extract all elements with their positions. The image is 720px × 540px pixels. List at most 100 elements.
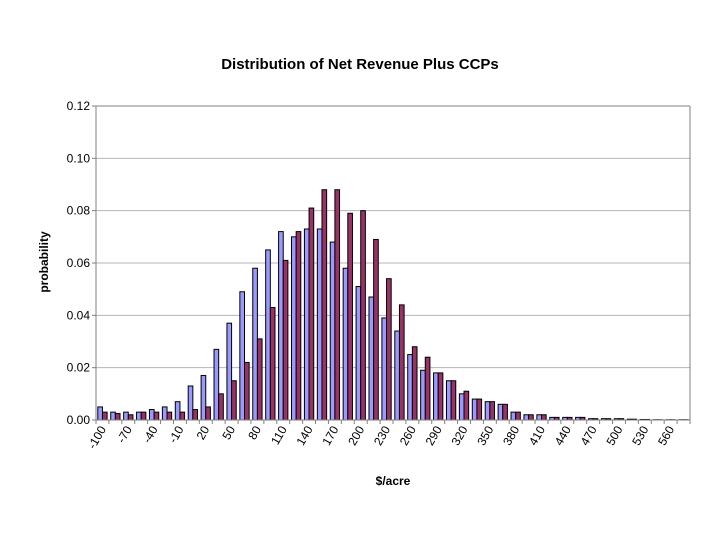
- bar-series1: [381, 317, 388, 421]
- bar-series1: [536, 414, 542, 421]
- bar-series1: [239, 291, 246, 421]
- bar-series2: [256, 338, 263, 421]
- y-tick-label: 0.00: [67, 413, 91, 427]
- x-axis-title: $/acre: [376, 474, 411, 488]
- bar-series2: [321, 189, 328, 421]
- bar-series2: [463, 390, 470, 421]
- bar-series1: [187, 385, 194, 421]
- bar-series1: [110, 411, 116, 421]
- x-tick-labels: -100 -70 -40 -10 20 50 80 110 140 170 200 230 260 290…: [85, 423, 677, 451]
- bars: [97, 189, 689, 421]
- bar-series1: [161, 406, 168, 421]
- bar-series1: [510, 411, 517, 421]
- bar-series2: [424, 356, 431, 421]
- bar-series2: [541, 414, 547, 421]
- x-tick-label: 200: [345, 423, 367, 448]
- bar-series1: [265, 249, 271, 421]
- x-tick-label: -100: [85, 423, 109, 451]
- bar-series2: [411, 346, 418, 421]
- bar-series1: [329, 241, 336, 421]
- bar-series1: [368, 296, 375, 421]
- bar-series2: [192, 409, 199, 421]
- bar-series2: [515, 411, 521, 421]
- bar-series2: [101, 411, 108, 421]
- x-tick-label: 50: [219, 423, 238, 442]
- x-tick-label: 170: [319, 423, 341, 448]
- bar-series1: [458, 393, 465, 421]
- bar-series1: [316, 228, 323, 421]
- bar-series2: [360, 210, 366, 421]
- bar-series1: [471, 398, 478, 421]
- x-tick-label: 440: [552, 423, 574, 448]
- bar-series2: [347, 212, 353, 421]
- bar-series1: [303, 228, 310, 421]
- bar-series2: [231, 380, 237, 421]
- x-tick-label: 380: [500, 423, 522, 448]
- bar-series1: [394, 330, 400, 421]
- bar-series1: [291, 236, 297, 421]
- x-tick-label: 410: [526, 423, 548, 448]
- bar-series2: [386, 278, 392, 421]
- y-tick-labels: 0.00 0.02 0.04 0.06 0.08 0.10 0.12: [67, 99, 91, 427]
- x-tick-label: 110: [268, 423, 290, 447]
- bar-series2: [502, 403, 508, 421]
- bar-series1: [433, 372, 439, 421]
- y-tick-label: 0.06: [67, 256, 91, 270]
- y-tick-label: 0.10: [67, 151, 91, 165]
- bar-series2: [437, 372, 444, 421]
- bar-series1: [174, 401, 181, 421]
- x-tick-label: 230: [371, 423, 393, 448]
- bar-series1: [484, 401, 491, 421]
- bar-series1: [97, 406, 103, 421]
- bar-series1: [226, 322, 233, 421]
- bar-series1: [342, 267, 349, 421]
- bar-series2: [398, 304, 405, 421]
- bar-series2: [179, 411, 186, 421]
- y-tick-label: 0.02: [67, 361, 91, 375]
- bar-series1: [200, 375, 207, 421]
- bar-series2: [114, 412, 121, 421]
- y-tick-label: 0.04: [67, 308, 91, 322]
- x-tick-label: -10: [166, 423, 187, 445]
- axes: [92, 105, 691, 424]
- bar-series2: [153, 411, 160, 421]
- bar-series2: [205, 406, 211, 421]
- x-tick-label: 140: [294, 423, 316, 448]
- x-tick-label: 530: [629, 423, 651, 448]
- bar-series1: [123, 411, 129, 421]
- bar-series2: [308, 207, 315, 421]
- bar-series1: [252, 267, 258, 421]
- x-tick-label: 350: [474, 423, 496, 448]
- bar-series1: [497, 403, 504, 421]
- y-tick-label: 0.08: [67, 204, 91, 218]
- bar-series2: [218, 393, 224, 421]
- bar-series1: [523, 414, 530, 421]
- x-tick-label: -70: [114, 423, 135, 445]
- bar-series2: [528, 414, 534, 421]
- bar-series2: [476, 398, 483, 421]
- bar-series2: [295, 231, 302, 421]
- x-tick-label: 80: [245, 423, 264, 442]
- x-tick-label: 320: [448, 423, 470, 448]
- bar-series2: [450, 380, 457, 421]
- bar-series1: [407, 354, 413, 421]
- x-tick-label: 290: [423, 423, 445, 448]
- x-tick-label: 500: [603, 423, 625, 448]
- bar-series1: [445, 380, 452, 421]
- bar-series2: [166, 411, 173, 421]
- bar-series1: [355, 286, 362, 421]
- chart-title: Distribution of Net Revenue Plus CCPs: [221, 56, 499, 73]
- bar-series1: [278, 231, 284, 421]
- x-tick-label: 470: [578, 423, 600, 448]
- y-tick-label: 0.12: [67, 99, 91, 113]
- y-axis-title: probability: [37, 231, 51, 293]
- bar-series1: [420, 369, 426, 421]
- x-tick-label: 20: [194, 423, 213, 442]
- x-tick-label: 560: [655, 423, 677, 448]
- bar-series2: [334, 189, 341, 421]
- bar-series2: [140, 411, 147, 421]
- bar-series2: [244, 361, 250, 421]
- x-tick-label: -40: [140, 423, 161, 445]
- bar-series2: [269, 306, 276, 421]
